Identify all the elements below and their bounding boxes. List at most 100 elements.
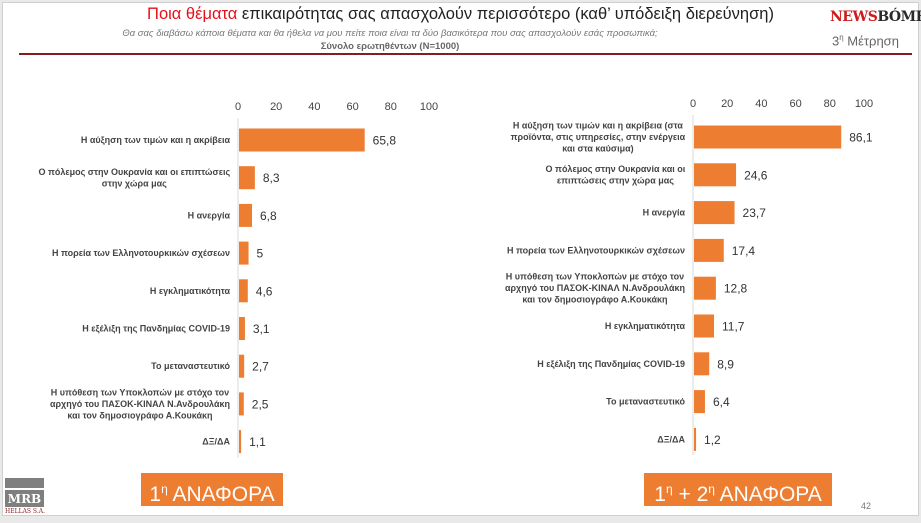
category-label-line: προϊόντα, στις υπηρεσίες, στην ενέργεια <box>511 132 686 142</box>
x-tick-label: 40 <box>755 98 767 110</box>
badge-num: 1 <box>149 483 162 506</box>
category-label: Η ανεργία <box>643 208 686 218</box>
category-label-line: ΔΞ/ΔΑ <box>657 434 685 444</box>
data-label: 4,6 <box>256 284 273 298</box>
category-label-line: στην χώρα μας <box>102 178 167 188</box>
category-label-line: Η ανεργία <box>643 208 686 218</box>
category-label-line: Η πορεία των Ελληνοτουρκικών σχέσεων <box>507 245 685 255</box>
x-tick-label: 20 <box>270 101 282 113</box>
x-tick-label: 0 <box>235 101 241 113</box>
bar <box>239 279 248 303</box>
category-label-line: Ο πόλεμος στην Ουκρανία και οι <box>546 164 686 174</box>
wave-text: Μέτρηση <box>843 33 899 49</box>
badge-text: ΑΝΑΦΟΡΑ <box>167 483 275 506</box>
x-tick-label: 40 <box>308 101 320 113</box>
bar <box>694 314 715 338</box>
category-label: Ο πόλεμος στην Ουκρανία και οι επιπτώσει… <box>38 167 230 189</box>
category-label-line: Η υπόθεση των Υποκλοπών με στόχο τον <box>51 387 229 397</box>
mrb-logo-bar <box>5 478 44 488</box>
category-label-line: και στα καύσιμα) <box>562 144 633 154</box>
x-tick-label: 80 <box>824 98 836 110</box>
data-label: 23,7 <box>743 206 767 220</box>
category-label-line: Η εγκληματικότητα <box>150 286 231 296</box>
data-label: 11,7 <box>722 320 745 334</box>
category-label-line: Η πορεία των Ελληνοτουρκικών σχέσεων <box>52 248 230 258</box>
category-label-line: Η αύξηση των τιμών και η ακρίβεια <box>81 135 231 145</box>
question-subtitle: Θα σας διαβάσω κάποια θέματα και θα ήθελ… <box>122 28 658 39</box>
category-label-line: αρχηγό του ΠΑΣΟΚ-ΚΙΝΑΛ Ν.Ανδρουλάκη <box>505 283 685 293</box>
data-label: 17,4 <box>732 244 756 258</box>
bar <box>239 128 365 152</box>
category-label: ΔΞ/ΔΑ <box>202 437 230 447</box>
category-label: Η αύξηση των τιμών και η ακρίβεια (στα πρ… <box>511 121 686 154</box>
data-label: 2,7 <box>252 360 269 374</box>
first-plus-second-mention-badge: 1η + 2η ΑΝΑΦΟΡΑ <box>644 473 832 506</box>
badge-sup-1: η <box>665 482 673 496</box>
first-mention-badge: 1η ΑΝΑΦΟΡΑ <box>141 473 283 506</box>
bar <box>239 354 245 378</box>
newsbomb-logo: NEWSBÓMB <box>830 9 921 25</box>
category-label-line: Η εξέλιξη της Πανδημίας COVID-19 <box>82 324 230 334</box>
badge-sup-2: η <box>708 482 715 496</box>
category-label-line: αρχηγό του ΠΑΣΟΚ-ΚΙΝΑΛ Ν.Ανδρουλάκη <box>50 399 230 409</box>
x-tick-label: 0 <box>690 98 696 110</box>
page-number: 42 <box>861 501 872 511</box>
slide <box>2 2 919 516</box>
mrb-logo: MRB HELLAS S.A. <box>5 478 45 515</box>
bar <box>239 203 252 227</box>
header-divider <box>19 53 912 55</box>
category-label-line: Η αύξηση των τιμών και η ακρίβεια (στα <box>513 121 684 131</box>
x-tick-label: 60 <box>346 101 358 113</box>
sample-size: Σύνολο ερωτηθέντων (N=1000) <box>320 41 460 52</box>
wave-label: 3η Μέτρηση <box>832 33 899 48</box>
category-label-line: επιπτώσεις στην χώρα μας <box>557 176 674 186</box>
category-label-line: ΔΞ/ΔΑ <box>202 437 230 447</box>
badge-sup: η <box>161 482 168 496</box>
bar <box>694 125 842 149</box>
badge-plus: + <box>672 483 697 506</box>
data-label: 3,1 <box>253 322 270 336</box>
bar <box>694 238 724 262</box>
bar <box>694 390 705 414</box>
badge-num-2: 2 <box>696 483 709 506</box>
logo-part-bomb: BÓMB <box>877 9 921 25</box>
page-title: Ποια θέματα επικαιρότητας σας απασχολούν… <box>0 5 921 24</box>
data-label: 8,9 <box>717 357 734 371</box>
bar <box>694 201 735 225</box>
badge-num-1: 1 <box>654 483 666 506</box>
x-tick-label: 20 <box>721 98 733 110</box>
data-label: 5 <box>257 247 264 261</box>
data-label: 2,5 <box>252 397 269 411</box>
category-label: ΔΞ/ΔΑ <box>657 434 685 444</box>
category-label: Η ανεργία <box>188 210 231 220</box>
category-label: Η εξέλιξη της Πανδημίας COVID-19 <box>537 359 685 369</box>
bar <box>694 276 716 300</box>
bar <box>694 427 697 451</box>
category-label-line: και τον δημοσιογράφο Α.Κουκάκη <box>522 295 667 305</box>
x-tick-label: 60 <box>789 98 801 110</box>
mrb-logo-box: MRB <box>5 490 44 507</box>
data-label: 24,6 <box>744 168 768 182</box>
category-label: Η εγκληματικότητα <box>605 321 686 331</box>
wave-sup: η <box>839 33 844 42</box>
category-label-line: Το μεταναστευτικό <box>606 397 685 407</box>
wave-number: 3 <box>832 33 840 49</box>
data-label: 1,1 <box>249 435 266 449</box>
x-tick-label: 100 <box>855 98 873 110</box>
title-highlight: Ποια θέματα <box>147 5 238 23</box>
category-label: Η υπόθεση των Υποκλοπών με στόχο τον αρχη… <box>50 387 230 420</box>
x-tick-label: 80 <box>385 101 397 113</box>
data-label: 1,2 <box>704 433 721 447</box>
category-label: Η πορεία των Ελληνοτουρκικών σχέσεων <box>507 245 685 255</box>
bar <box>239 166 255 190</box>
data-label: 12,8 <box>724 282 748 296</box>
x-tick-label: 100 <box>420 101 438 113</box>
bar <box>694 163 737 187</box>
bar <box>239 317 245 340</box>
category-label-line: Ο πόλεμος στην Ουκρανία και οι επιπτώσει… <box>38 167 230 177</box>
data-label: 8,3 <box>263 171 280 185</box>
category-label-line: Η εγκληματικότητα <box>605 321 686 331</box>
category-label-line: Το μεταναστευτικό <box>151 361 230 371</box>
category-label: Ο πόλεμος στην Ουκρανία και οι επιπτώσεις… <box>546 164 686 186</box>
